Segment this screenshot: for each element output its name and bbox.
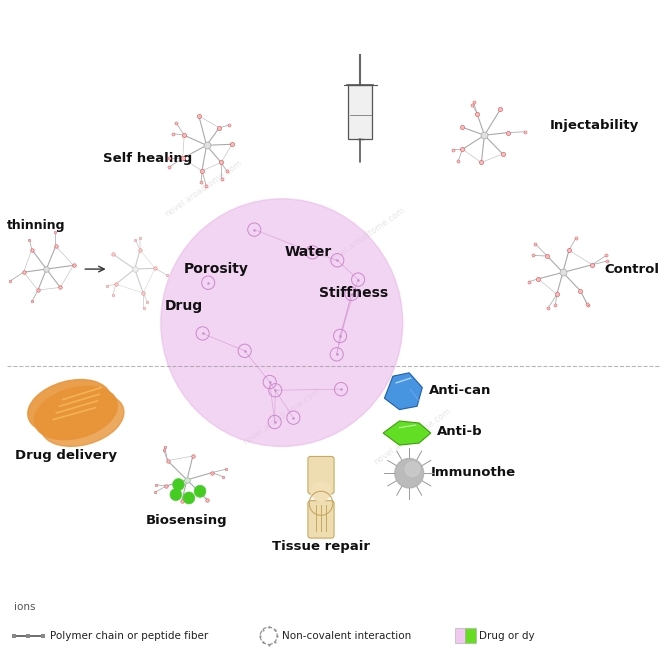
- Text: Drug: Drug: [165, 299, 203, 313]
- Text: Self healing: Self healing: [103, 152, 192, 165]
- Text: Anti-b: Anti-b: [437, 425, 483, 437]
- Text: Drug or dy: Drug or dy: [479, 631, 535, 641]
- Text: Immunothe: Immunothe: [431, 466, 516, 479]
- Text: Biosensing: Biosensing: [146, 513, 228, 527]
- Circle shape: [161, 199, 403, 446]
- Circle shape: [173, 478, 184, 491]
- Text: Water: Water: [284, 245, 331, 259]
- Text: Injectability: Injectability: [550, 119, 639, 132]
- Polygon shape: [383, 421, 431, 445]
- Polygon shape: [384, 373, 422, 410]
- Text: thinning: thinning: [7, 219, 66, 232]
- Bar: [455, 628, 466, 643]
- Circle shape: [311, 481, 331, 501]
- FancyBboxPatch shape: [349, 85, 372, 138]
- Circle shape: [395, 458, 423, 488]
- Text: Non-covalent interaction: Non-covalent interaction: [282, 631, 411, 641]
- FancyBboxPatch shape: [308, 456, 334, 494]
- Circle shape: [194, 485, 206, 497]
- Ellipse shape: [41, 393, 124, 446]
- Ellipse shape: [34, 386, 118, 439]
- Text: Drug delivery: Drug delivery: [15, 449, 117, 462]
- Text: Anti-can: Anti-can: [429, 384, 491, 397]
- Text: Polymer chain or peptide fiber: Polymer chain or peptide fiber: [50, 631, 208, 641]
- Text: novel.aroadtome.com: novel.aroadtome.com: [241, 386, 322, 446]
- Text: Tissue repair: Tissue repair: [272, 540, 370, 553]
- Ellipse shape: [28, 380, 111, 433]
- Text: novel.aroadtome.com: novel.aroadtome.com: [372, 407, 453, 466]
- Text: novel.aroadtome.com: novel.aroadtome.com: [163, 159, 244, 219]
- Text: Stiffness: Stiffness: [319, 286, 388, 300]
- Circle shape: [405, 462, 420, 476]
- Text: Control: Control: [604, 263, 659, 276]
- Bar: [466, 628, 476, 643]
- Circle shape: [183, 492, 195, 504]
- Text: ions: ions: [13, 602, 35, 612]
- Text: novel.aroadtome.com: novel.aroadtome.com: [327, 206, 407, 265]
- Text: Porosity: Porosity: [184, 262, 249, 276]
- FancyBboxPatch shape: [308, 501, 334, 538]
- Circle shape: [170, 489, 181, 501]
